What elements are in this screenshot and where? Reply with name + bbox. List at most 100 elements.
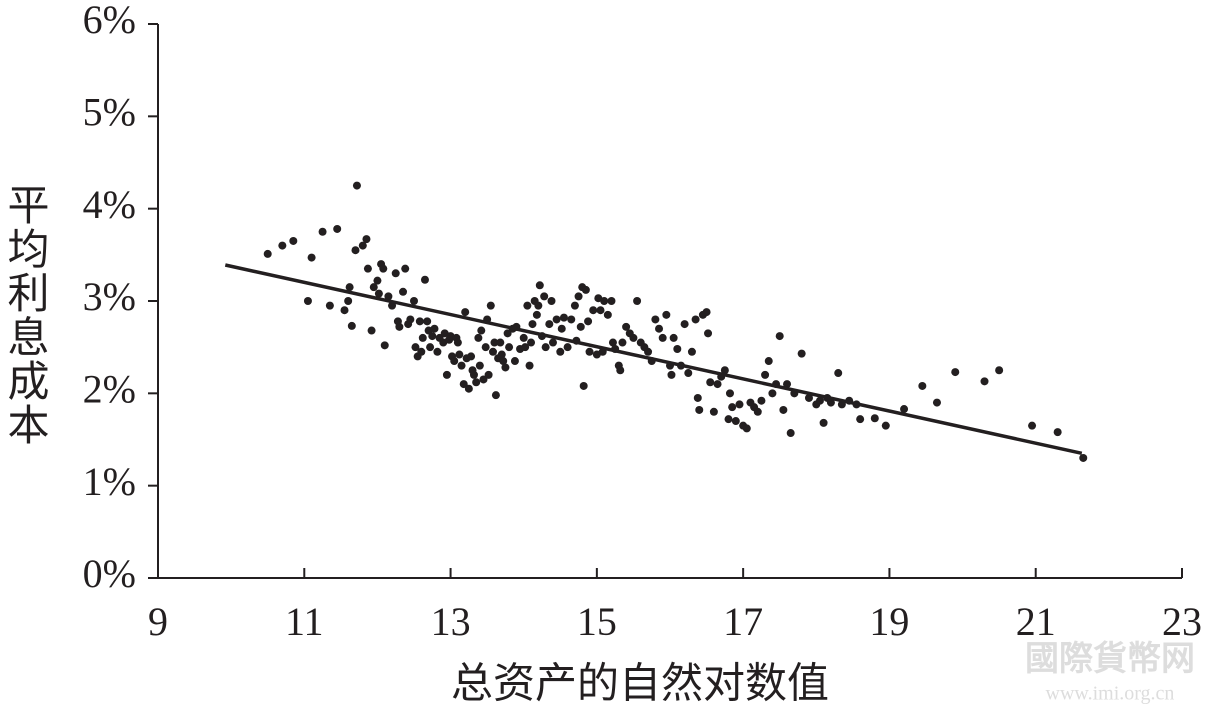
point [559,313,568,322]
point [345,283,354,292]
point [363,264,372,273]
point [581,285,590,294]
point [497,350,506,359]
point [918,381,927,390]
point [702,308,711,317]
point [603,310,612,319]
point [1079,453,1088,462]
point [725,389,734,398]
point [607,297,616,305]
x-tick-label: 21 [1016,599,1056,644]
y-axis-label: 平均利息成本 [1,183,48,447]
point [761,370,770,379]
point [900,405,909,414]
point [576,322,585,331]
point [453,338,462,347]
point [995,366,1004,375]
point [731,417,740,426]
point [585,347,594,356]
point [384,292,393,301]
point [951,368,960,377]
watermark: 國際貨幣网 [1025,640,1195,678]
point [735,400,744,409]
point [757,396,766,405]
point [728,403,737,412]
point [411,343,420,352]
point [980,377,989,386]
watermark-url: www.imi.org.cn [1046,683,1175,705]
x-tick-label: 15 [577,599,617,644]
point [753,407,762,416]
point [426,343,435,352]
point [379,264,388,273]
point [484,370,493,379]
point [391,269,400,278]
point [574,292,583,301]
point [596,306,605,315]
point [428,332,437,341]
point [475,361,484,370]
point [325,301,334,310]
point [430,324,439,333]
point [420,275,429,284]
point [503,329,512,338]
point [662,310,671,319]
point [579,381,588,390]
point [358,241,367,250]
point [556,347,565,356]
point [527,338,536,347]
point [644,347,653,356]
point [417,347,426,356]
point [932,398,941,407]
point [469,370,478,379]
point [490,338,499,347]
point [406,315,415,324]
x-tick-label: 17 [723,599,763,644]
point [528,320,537,329]
point [501,363,510,372]
point [488,347,497,356]
trend-line [224,263,1083,456]
point [525,361,534,370]
point [307,253,316,262]
point [333,224,342,233]
point [870,414,879,423]
point [608,338,617,347]
y-tick-label: 6% [83,0,136,42]
point [401,264,410,273]
point [433,347,442,356]
point [804,393,813,402]
point [486,301,495,310]
point [541,343,550,352]
point [347,321,356,330]
y-tick-label: 1% [83,459,136,504]
point [768,389,777,398]
point [415,317,424,326]
point [775,332,784,341]
point [764,357,773,366]
point [263,249,272,258]
point [651,315,660,324]
point [552,315,561,324]
point [616,366,625,375]
point [584,317,593,326]
y-tick-label: 2% [83,367,136,412]
point [658,333,667,342]
point [826,398,835,407]
x-tick-label: 9 [148,599,168,644]
point [510,357,519,366]
x-tick-label: 11 [285,599,324,644]
point [548,338,557,347]
point [459,380,468,389]
point [655,324,664,333]
point [557,324,566,333]
point [340,306,349,315]
point [779,405,788,414]
point [691,315,700,324]
y-tick-label: 0% [83,551,136,596]
point [1028,421,1037,430]
point [467,352,476,361]
point [633,297,642,305]
point [418,333,427,342]
point [673,345,682,354]
